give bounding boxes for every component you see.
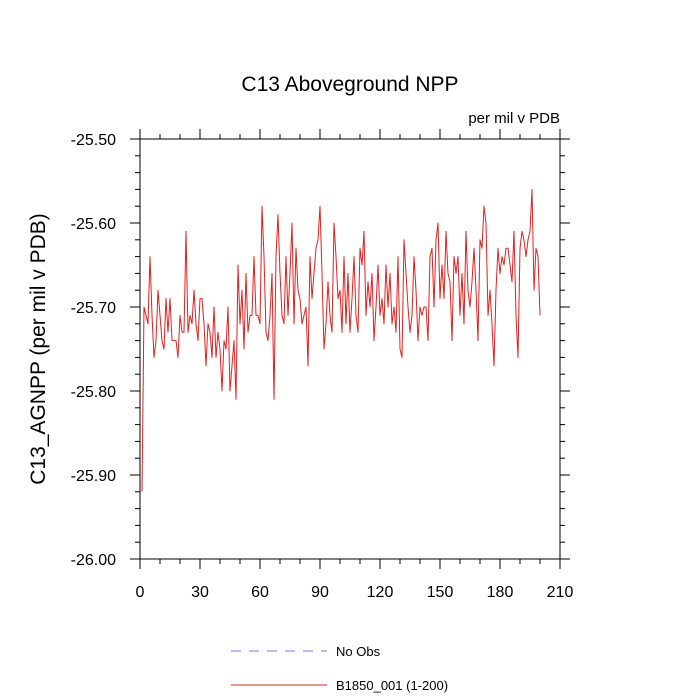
legend-label-no-obs: No Obs (336, 644, 381, 659)
x-tick-label: 150 (427, 584, 454, 601)
legend-label-b1850-001: B1850_001 (1-200) (336, 678, 448, 693)
y-tick-label: -25.70 (71, 300, 116, 317)
legend: No Obs B1850_001 (1-200) (231, 644, 448, 693)
x-tick-label: 30 (191, 584, 209, 601)
chart-title: C13 Aboveground NPP (241, 73, 458, 96)
series-line-1 (141, 188, 541, 492)
units-label: per mil v PDB (468, 110, 560, 127)
axis-tick-labels: 0 30 60 90 120 150 180 210 -26.00 -25.90 -25.80 -25… (71, 132, 574, 601)
plot-frame (139, 138, 561, 560)
axis-ticks (130, 129, 570, 569)
y-tick-label: -25.50 (71, 132, 116, 149)
y-tick-label: -26.00 (71, 552, 116, 569)
x-tick-label: 90 (311, 584, 329, 601)
x-tick-label: 120 (367, 584, 394, 601)
y-tick-label: -25.90 (71, 468, 116, 485)
x-tick-label: 60 (251, 584, 269, 601)
x-tick-label: 0 (136, 584, 145, 601)
x-tick-label: 180 (487, 584, 514, 601)
x-tick-label: 210 (547, 584, 574, 601)
plot-area: 0 30 60 90 120 150 180 210 -26.00 -25.90 -25.80 -25… (71, 129, 574, 601)
y-tick-label: -25.80 (71, 384, 116, 401)
series-layer (141, 188, 541, 492)
y-tick-label: -25.60 (71, 216, 116, 233)
y-axis-label: C13_AGNPP (per mil v PDB) (27, 213, 50, 485)
